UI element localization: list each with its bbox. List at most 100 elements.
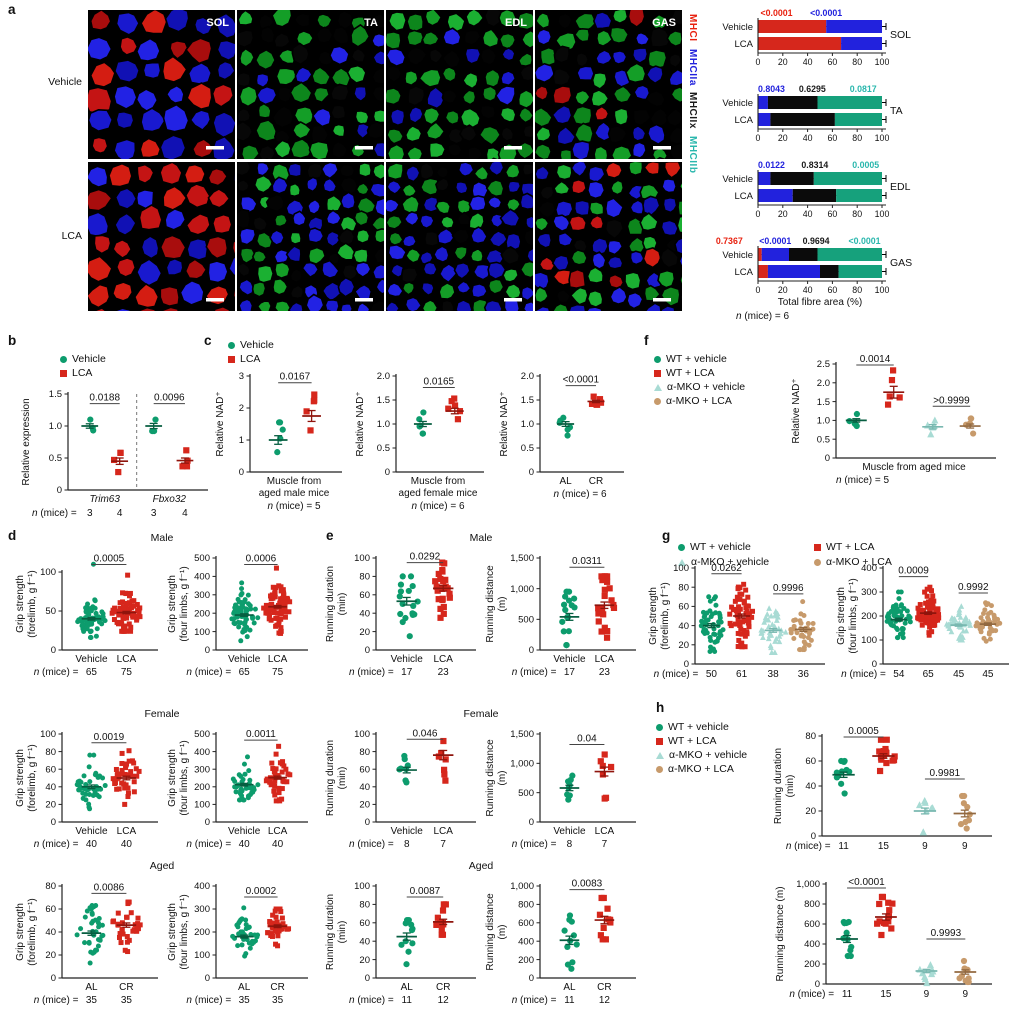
micrograph-gas-lca [535,162,682,311]
svg-text:(forelimb, g f⁻¹): (forelimb, g f⁻¹) [660,582,671,650]
svg-text:100: 100 [861,635,877,646]
chart-grip-forelimb-mko: 0 20 40 60 80 100 Grip strength (forelimb, g f⁻… [645,554,829,688]
svg-text:0.7367: 0.7367 [716,236,743,246]
mhc-legend-mhciia: MHCIIa [687,48,698,86]
svg-text:12: 12 [599,995,611,1006]
chart-running-distance-male: 0 500 1,000 1,500 Running distance (m) 0.0311 V… [482,544,640,680]
svg-text:<0.0001: <0.0001 [760,8,792,18]
n-mice-line: n (mice) = [654,669,699,680]
legend-item: α-MKO + LCA [654,394,745,408]
legend-label: Vehicle [240,339,274,351]
svg-text:0: 0 [239,467,244,478]
chart-running-duration-mko: 0 20 40 60 80 Running duration (min) 0.0005 0.99… [770,720,996,860]
group-vehicle [396,752,417,786]
svg-text:0: 0 [529,817,534,828]
svg-text:60: 60 [45,764,56,775]
svg-text:0: 0 [815,979,820,990]
scale-bar [653,298,671,302]
circle-marker-icon [654,397,661,405]
group--mko-vehicle [758,605,789,655]
n-mice-line: n (mice) = [186,667,231,678]
svg-text:54: 54 [893,669,905,680]
svg-text:45: 45 [953,669,965,680]
micrograph-ta-lca [237,162,384,311]
svg-text:61: 61 [736,669,748,680]
svg-text:11: 11 [838,841,849,852]
legend-item: WT + vehicle [656,720,747,734]
legend-item: α-MKO + vehicle [656,748,747,762]
group-vehicle [413,409,432,437]
svg-text:35: 35 [272,995,284,1006]
svg-text:0.8043: 0.8043 [758,84,785,94]
panel-d-title-female: Female [144,708,180,720]
svg-text:EDL: EDL [505,17,527,29]
svg-text:2.0: 2.0 [521,371,534,382]
legend-label: α-MKO + vehicle [667,381,746,393]
svg-text:40: 40 [86,839,98,850]
group--mko-lca [959,415,981,437]
n-mice-line: n (mice) = [512,667,557,678]
group-cr [587,393,605,408]
svg-text:100: 100 [354,553,370,564]
group-vehicle [75,561,108,641]
n-mice-line: n (mice) = [186,995,231,1006]
svg-text:15: 15 [880,989,892,1000]
scale-bar [206,298,224,302]
legend-item: Vehicle [60,352,106,366]
legend-label: WT + LCA [666,367,715,379]
n-mice-line: n (mice) = [186,839,231,850]
square-marker-icon [60,369,67,377]
circle-marker-icon [678,543,685,551]
svg-text:Muscle from: Muscle from [267,476,321,487]
chart-svg-d4: 0 100 200 300 400 500 Grip strength (four limbs… [167,729,308,850]
group--mko-vehicle [913,797,937,836]
svg-text:0: 0 [51,645,56,656]
n-mice-line: n (mice) = [512,839,557,850]
svg-text:100: 100 [875,285,890,295]
svg-text:CR: CR [436,982,450,993]
svg-text:20: 20 [45,800,56,811]
group-al [556,414,575,439]
n-mice-line: n (mice) = 5 [267,501,321,512]
svg-text:35: 35 [239,995,251,1006]
svg-text:60: 60 [678,602,689,613]
svg-text:<0.0001: <0.0001 [848,877,885,888]
panel-e-title-aged: Aged [468,860,494,872]
svg-text:Vehicle: Vehicle [722,98,753,109]
svg-text:12: 12 [438,995,450,1006]
chart-nad-aged-female: 0 0.5 1.0 1.5 2.0 Relative NAD⁺ 0.0165 Muscle f… [350,362,488,518]
svg-text:(min): (min) [337,593,348,616]
svg-text:500: 500 [194,553,210,564]
svg-text:Vehicle: Vehicle [722,22,753,33]
svg-text:AL: AL [85,982,98,993]
svg-text:50: 50 [706,669,718,680]
legend-label: LCA [72,367,93,379]
micrograph-gas-vehicle: GAS [535,10,682,159]
legend-item: WT + LCA [654,366,745,380]
svg-text:200: 200 [194,927,210,938]
chart-running-distance-aged: 0 200 400 600 800 1,000 Running distance (m) 0.0… [482,872,640,1010]
micrograph-sol-lca [88,162,235,311]
svg-text:9: 9 [963,989,969,1000]
svg-text:0.9993: 0.9993 [931,928,962,939]
svg-text:0: 0 [529,645,534,656]
svg-text:40: 40 [359,782,370,793]
chart-svg-d6: 0 100 200 300 400 Grip strength (four limbs, g… [167,881,308,1006]
chart-svg-d3: 0 20 40 60 80 100 Grip strength (forelimb, g f⁻… [15,729,158,850]
svg-text:Vehicle: Vehicle [75,826,108,837]
svg-text:LCA: LCA [595,654,615,665]
svg-text:80: 80 [852,209,862,219]
group-lca [432,737,454,784]
chart-svg-e5: 0 20 40 60 80 100 Running duration (min) 0.0087 A… [325,881,476,1006]
svg-text:4: 4 [182,508,188,519]
svg-text:Grip strength: Grip strength [167,903,178,961]
group-cr [265,906,292,949]
legend-label: WT + LCA [668,735,717,747]
micrograph-ta-vehicle: TA [237,10,384,159]
chart-running-distance-mko: 0 200 400 600 800 1,000 Running distance (m) <0… [770,868,996,1008]
svg-text:65: 65 [239,667,251,678]
svg-text:AL: AL [238,982,251,993]
chart-grip-forelimb-male: 0 50 100 Grip strength (forelimb, g f⁻¹) 0.00… [12,544,162,680]
